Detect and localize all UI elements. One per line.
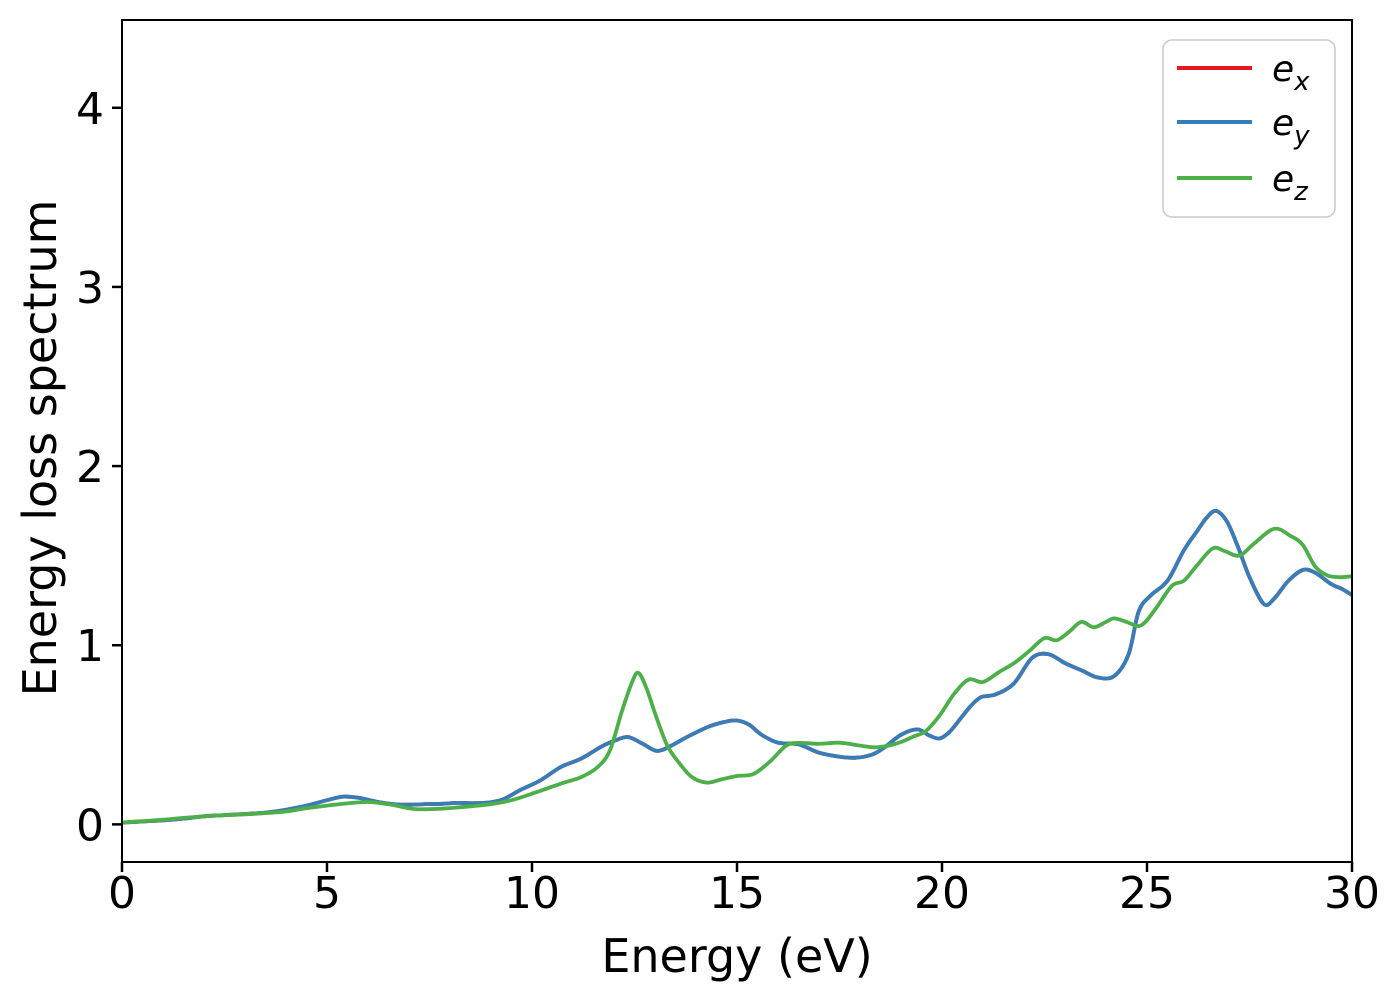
legend-label-e_x: ex: [1272, 49, 1310, 97]
y-tick-label: 2: [76, 442, 104, 493]
y-tick-label: 0: [76, 800, 104, 851]
series-line-e_z: [122, 526, 1352, 825]
x-axis-ticks: 0 5 10 15 20 25 30: [108, 862, 1380, 919]
series-group: [122, 508, 1352, 825]
x-axis-label: Energy (eV): [601, 929, 872, 983]
legend-label-e_y: ey: [1272, 103, 1310, 151]
x-tick-label: 10: [504, 868, 560, 919]
x-tick-label: 25: [1119, 868, 1175, 919]
x-tick-label: 5: [313, 868, 341, 919]
y-axis-ticks: 0 1 2 3 4: [76, 84, 122, 851]
legend: ex ey ez: [1162, 39, 1336, 218]
y-tick-label: 4: [76, 84, 104, 135]
x-tick-label: 15: [709, 868, 765, 919]
y-axis-label: Energy loss spectrum: [13, 200, 67, 697]
x-tick-label: 20: [914, 868, 970, 919]
legend-label-e_z: ez: [1272, 159, 1309, 207]
legend-box: [1162, 39, 1336, 218]
x-tick-label: 0: [108, 868, 136, 919]
y-tick-label: 3: [76, 263, 104, 314]
y-tick-label: 1: [76, 621, 104, 672]
x-tick-label: 30: [1324, 868, 1380, 919]
